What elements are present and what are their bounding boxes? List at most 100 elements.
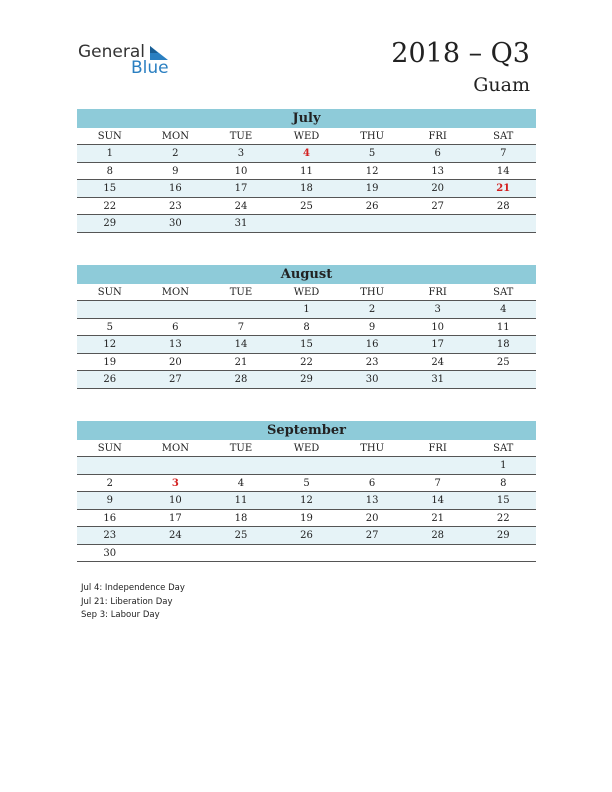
day: 27 <box>169 374 182 385</box>
day: 20 <box>431 183 445 194</box>
week-row: 26 27 28 29 30 31 <box>77 371 536 389</box>
holiday-note: Jul 4: Independence Day <box>81 583 185 593</box>
day: 13 <box>431 165 445 177</box>
weekday: TUE <box>229 131 253 142</box>
day: 29 <box>300 374 313 385</box>
day: 2 <box>368 304 376 315</box>
day: 10 <box>169 495 182 506</box>
day: 6 <box>172 321 179 333</box>
day: 11 <box>300 165 313 177</box>
empty-cell <box>143 301 209 318</box>
day: 3 <box>434 304 441 315</box>
empty-cell <box>208 301 274 318</box>
week-row: 19 20 21 22 23 24 25 <box>77 354 536 371</box>
day: 13 <box>365 495 379 506</box>
day: 16 <box>169 183 182 194</box>
weekday: TUE <box>229 287 253 298</box>
day: 25 <box>300 200 313 212</box>
day: 9 <box>106 495 113 506</box>
logo-bottom: Blue <box>131 58 169 78</box>
day: 7 <box>500 148 507 159</box>
day: 14 <box>496 165 510 177</box>
weekday: TUE <box>229 443 253 454</box>
day: 4 <box>500 304 507 315</box>
week-row: 30 <box>77 545 536 562</box>
day: 8 <box>303 321 310 333</box>
day: 7 <box>434 477 441 489</box>
month-name: August <box>77 265 536 284</box>
week-row: 1 2 3 4 <box>77 301 536 319</box>
day: 26 <box>103 374 117 385</box>
day: 17 <box>431 339 445 350</box>
day: 1 <box>106 148 113 159</box>
weekday: SAT <box>493 287 514 298</box>
empty-cell <box>274 215 340 232</box>
week-row: 15 16 17 18 19 20 21 <box>77 180 536 198</box>
day: 17 <box>169 512 182 524</box>
month-table: July SUN MON TUE WED THU FRI SAT 1 2 3 4 5 6 7 8 9 10 11 12… <box>77 109 536 233</box>
subtitle: Guam <box>473 74 530 96</box>
day: 25 <box>496 356 510 368</box>
day: 12 <box>300 495 313 506</box>
weekday: SUN <box>97 287 122 298</box>
day: 25 <box>234 530 248 541</box>
week-row: 29 30 31 <box>77 215 536 233</box>
empty-cell <box>405 545 471 562</box>
empty-cell <box>143 545 209 562</box>
empty-cell <box>143 457 209 474</box>
day: 5 <box>368 148 376 159</box>
empty-cell <box>405 215 471 232</box>
day: 27 <box>365 530 379 541</box>
weekday: SAT <box>493 443 514 454</box>
day: 19 <box>103 356 117 368</box>
day: 5 <box>303 477 310 489</box>
day: 29 <box>496 530 510 541</box>
day: 15 <box>103 183 117 194</box>
empty-cell <box>208 545 274 562</box>
day: 30 <box>103 547 117 559</box>
day: 28 <box>496 200 510 212</box>
day: 30 <box>365 374 379 385</box>
month-name: July <box>77 109 536 128</box>
day: 11 <box>234 495 248 506</box>
holiday-day: 4 <box>303 148 310 159</box>
day: 6 <box>368 477 376 489</box>
weekday: SUN <box>97 131 122 142</box>
day: 7 <box>237 321 245 333</box>
day: 19 <box>300 512 313 524</box>
weekday: THU <box>360 287 385 298</box>
holiday-day: 21 <box>496 183 511 194</box>
weekday: WED <box>293 287 320 298</box>
day: 22 <box>496 512 510 524</box>
week-row: 23 24 25 26 27 28 29 <box>77 527 536 545</box>
day: 21 <box>431 512 445 524</box>
day: 14 <box>431 495 445 506</box>
day: 8 <box>106 165 113 177</box>
empty-cell <box>77 457 143 474</box>
empty-cell <box>274 457 340 474</box>
weekday: THU <box>360 443 385 454</box>
day: 1 <box>303 304 310 315</box>
day: 26 <box>365 200 379 212</box>
day: 9 <box>368 321 376 333</box>
day: 22 <box>103 200 117 212</box>
weekday: WED <box>293 443 320 454</box>
weekday: WED <box>293 131 320 142</box>
day: 24 <box>169 530 182 541</box>
day: 17 <box>234 183 248 194</box>
holiday-day: 3 <box>171 477 179 489</box>
weekday: THU <box>360 131 385 142</box>
weekday-row: SUN MON TUE WED THU FRI SAT <box>77 128 536 145</box>
day: 12 <box>103 339 117 350</box>
logo-top: General <box>78 42 145 62</box>
weekday: MON <box>161 287 189 298</box>
day: 15 <box>496 495 510 506</box>
day: 19 <box>365 183 379 194</box>
week-row: 22 23 24 25 26 27 28 <box>77 198 536 215</box>
day: 18 <box>496 339 510 350</box>
month-table: September SUN MON TUE WED THU FRI SAT 1 2 3 4 5 6 7 8 9 1… <box>77 421 536 562</box>
week-row: 12 13 14 15 16 17 18 <box>77 336 536 354</box>
day: 20 <box>365 512 379 524</box>
day: 9 <box>172 165 179 177</box>
